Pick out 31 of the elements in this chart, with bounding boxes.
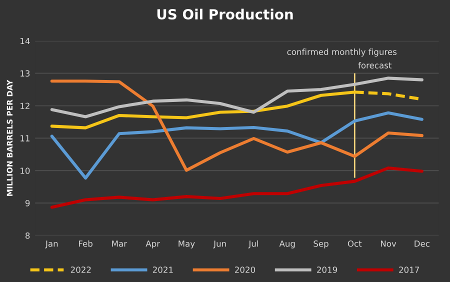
ref-line-label: forecast <box>358 62 392 68</box>
line-series <box>50 80 424 172</box>
x-tick-label: Nov <box>380 240 396 247</box>
x-tick-label: May <box>178 240 195 248</box>
x-tick-label: Feb <box>79 240 92 247</box>
y-tick-label: 9 <box>25 200 30 206</box>
x-tick-label: Dec <box>414 240 430 247</box>
y-tick-label: 10 <box>20 168 30 174</box>
x-tick-label: Mar <box>112 240 128 247</box>
x-tick-label: Jun <box>213 240 226 248</box>
legend-label: 2020 <box>235 266 256 273</box>
x-tick-label: Aug <box>279 240 295 248</box>
annotation: confirmed monthly figures <box>287 48 397 57</box>
x-tick-label: Sep <box>314 240 328 248</box>
x-tick-label: Jan <box>45 240 58 248</box>
y-tick-label: 13 <box>20 70 30 77</box>
line-series <box>50 166 424 209</box>
legend-label: 2019 <box>317 266 338 273</box>
y-tick-label: 12 <box>20 102 30 109</box>
x-tick-label: Jul <box>248 240 258 248</box>
legend-label: 2022 <box>70 266 91 273</box>
y-tick-label: 11 <box>20 135 30 142</box>
y-tick-label: 14 <box>20 38 30 44</box>
line-series <box>50 76 424 118</box>
y-tick-label: 8 <box>26 232 30 239</box>
legend-label: 2017 <box>399 266 419 273</box>
legend-label: 2021 <box>152 266 173 273</box>
line-series <box>50 111 424 180</box>
x-tick-label: Apr <box>146 240 160 248</box>
x-tick-label: Oct <box>348 240 362 247</box>
chart-title: US Oil Production <box>157 8 293 20</box>
